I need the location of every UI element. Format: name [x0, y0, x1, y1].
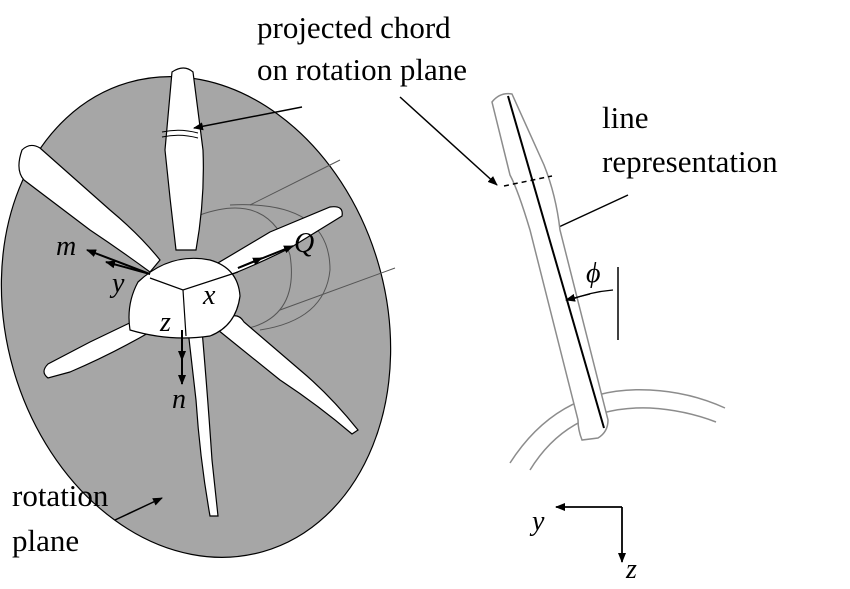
hub — [128, 257, 241, 339]
rotation-plane-leader — [114, 497, 163, 521]
projected-chord-leader — [193, 106, 303, 131]
blade-line-representation — [507, 95, 605, 429]
blades — [18, 67, 359, 517]
symbol-x: x — [202, 280, 216, 311]
hub-arcs — [509, 388, 726, 471]
symbol-z: z — [159, 307, 171, 338]
line-representation-label-line2: representation — [602, 144, 778, 179]
line-representation-leader — [547, 194, 629, 233]
projected-chord-mark — [161, 129, 199, 139]
rotation-plane-label-line1: rotation — [12, 478, 109, 513]
axis-y-label: y — [529, 506, 545, 537]
section-leader — [399, 96, 498, 186]
symbol-Q: Q — [294, 228, 314, 259]
symbol-y: y — [109, 268, 125, 299]
shaft-outline — [199, 159, 396, 331]
hub-edges — [149, 271, 239, 337]
blade-bottom — [187, 329, 219, 517]
symbol-m: m — [56, 231, 76, 262]
blade-top — [164, 67, 204, 251]
blade-upper-right — [205, 206, 343, 283]
blade-section-outline — [491, 92, 609, 441]
Q-arrow — [237, 245, 294, 269]
blade-lower-left — [43, 317, 151, 379]
symbol-phi: ϕ — [586, 258, 601, 289]
line-representation-label-line1: line — [602, 100, 649, 135]
section-chord-dashed — [503, 175, 553, 187]
phi-arrow — [565, 293, 591, 302]
symbol-n: n — [172, 384, 186, 415]
m-arrow — [86, 249, 151, 275]
blade-lower-right — [217, 315, 359, 435]
projected-chord-label-line1: projected chord — [257, 10, 451, 45]
rotation-plane-label-line2: plane — [12, 523, 79, 558]
projected-chord-label-line2: on rotation plane — [257, 52, 467, 87]
axis-z-label: z — [625, 554, 637, 585]
y-arrow — [105, 260, 151, 275]
blade-upper-left — [18, 144, 161, 273]
